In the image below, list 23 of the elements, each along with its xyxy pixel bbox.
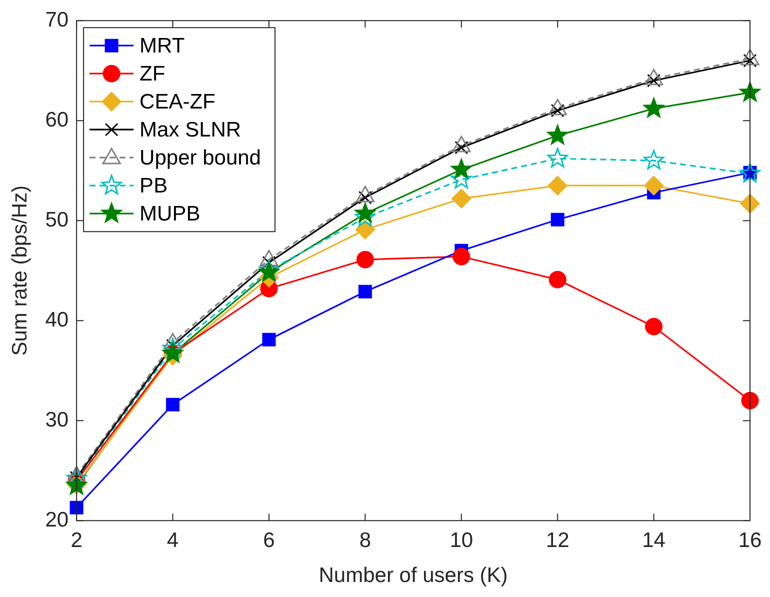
y-axis-title: Sum rate (bps/Hz) bbox=[8, 185, 32, 356]
legend-label: CEA-ZF bbox=[140, 90, 216, 114]
x-tick-label: 14 bbox=[642, 528, 666, 552]
y-tick-label: 20 bbox=[45, 508, 69, 532]
y-tick-label: 60 bbox=[45, 108, 69, 132]
legend-label: ZF bbox=[140, 62, 166, 86]
x-tick-label: 12 bbox=[546, 528, 570, 552]
legend-label: Upper bound bbox=[140, 146, 261, 170]
legend-label: MUPB bbox=[140, 202, 200, 226]
y-tick-label: 70 bbox=[45, 8, 69, 32]
legend-label: Max SLNR bbox=[140, 118, 242, 142]
x-tick-label: 10 bbox=[450, 528, 474, 552]
y-tick-label: 40 bbox=[45, 308, 69, 332]
legend-label: MRT bbox=[140, 34, 185, 58]
x-tick-label: 8 bbox=[359, 528, 372, 552]
x-tick-label: 2 bbox=[70, 528, 82, 552]
x-tick-label: 16 bbox=[738, 528, 762, 552]
y-tick-label: 30 bbox=[45, 408, 69, 432]
x-tick-label: 6 bbox=[263, 528, 275, 552]
x-axis-title: Number of users (K) bbox=[318, 564, 508, 588]
x-tick-label: 4 bbox=[166, 528, 179, 552]
legend-label: PB bbox=[140, 174, 168, 198]
y-tick-label: 50 bbox=[45, 208, 69, 232]
